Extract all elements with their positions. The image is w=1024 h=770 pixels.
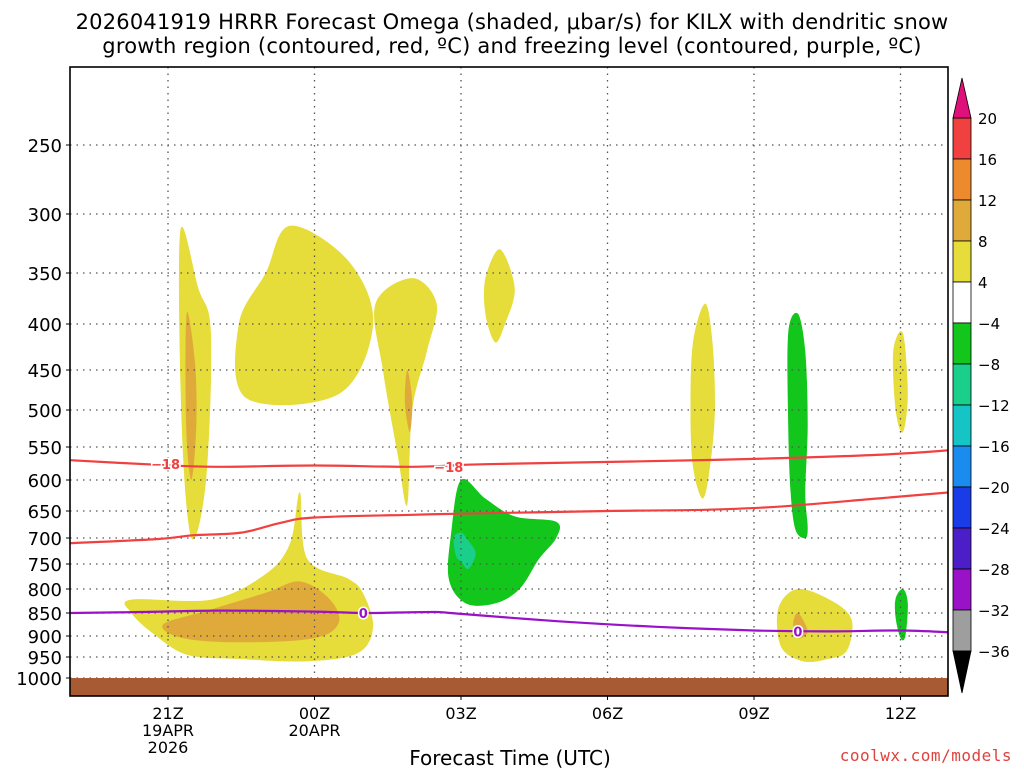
green-region-3 xyxy=(894,588,908,641)
yellow-blob-2 xyxy=(690,303,715,499)
orange-lower-1 xyxy=(162,581,340,643)
orange-core-1 xyxy=(185,311,197,480)
colorbar-bin-10 xyxy=(952,527,972,570)
yellow-lower-2 xyxy=(776,588,853,663)
x-tick-label-03Z-0: 03Z xyxy=(445,704,476,723)
x-tick-label-21Z-0: 21Z xyxy=(152,704,183,723)
colorbar-label-3: 8 xyxy=(978,233,988,251)
colorbar-label-5: −4 xyxy=(978,315,1000,333)
dgz-upper-line xyxy=(70,449,948,468)
colorbar-bin-5 xyxy=(952,322,972,365)
y-tick-label-250: 250 xyxy=(28,136,62,157)
dgz-upper-line-label-1: −18 xyxy=(434,461,463,476)
y-tick-label-600: 600 xyxy=(28,471,62,492)
colorbar-over-triangle xyxy=(952,77,972,119)
y-tick-label-750: 750 xyxy=(28,555,62,576)
y-tick-label-950: 950 xyxy=(28,648,62,669)
colorbar-bin-0 xyxy=(952,117,972,160)
y-tick-label-350: 350 xyxy=(28,264,62,285)
teal-core-1 xyxy=(453,532,476,570)
y-tick-label-550: 550 xyxy=(28,438,62,459)
y-tick-label-650: 650 xyxy=(28,502,62,523)
colorbar-label-1: 16 xyxy=(978,151,997,169)
x-tick-label-12Z-0: 12Z xyxy=(885,704,916,723)
colorbar-label-2: 12 xyxy=(978,192,997,210)
dgz-upper-line-label-0: −18 xyxy=(151,458,180,473)
green-region-2 xyxy=(787,312,808,539)
credit-link[interactable]: coolwx.com/models xyxy=(839,746,1012,765)
colorbar-label-7: −12 xyxy=(978,397,1010,415)
colorbar-bin-4 xyxy=(952,281,972,324)
colorbar-bin-11 xyxy=(952,568,972,611)
colorbar-bin-8 xyxy=(952,445,972,488)
x-tick-label-00Z-0: 00Z xyxy=(299,704,330,723)
freezing-level-line xyxy=(70,609,948,634)
colorbar-label-6: −8 xyxy=(978,356,1000,374)
x-tick-label-00Z-1: 20APR xyxy=(288,721,340,740)
colorbar-label-11: −28 xyxy=(978,561,1010,579)
y-tick-label-400: 400 xyxy=(28,315,62,336)
orange-core-2 xyxy=(404,370,413,433)
x-tick-label-09Z-0: 09Z xyxy=(738,704,769,723)
colorbar-bin-12 xyxy=(952,609,972,652)
freezing-level-line-label-1: 0 xyxy=(793,625,802,640)
chart-title-line1: 2026041919 HRRR Forecast Omega (shaded, … xyxy=(75,10,949,34)
x-tick-label-21Z-1: 19APR xyxy=(142,721,194,740)
y-tick-label-500: 500 xyxy=(28,401,62,422)
colorbar-label-10: −24 xyxy=(978,520,1010,538)
green-region-1 xyxy=(447,478,561,606)
colorbar-label-4: 4 xyxy=(978,274,988,292)
colorbar-bin-1 xyxy=(952,158,972,201)
colorbar-bin-7 xyxy=(952,404,972,447)
y-tick-label-450: 450 xyxy=(28,361,62,382)
colorbar-label-13: −36 xyxy=(978,643,1010,661)
y-tick-label-800: 800 xyxy=(28,580,62,601)
plot-frame xyxy=(69,66,949,697)
yellow-blob-3 xyxy=(892,331,908,433)
y-tick-label-1000: 1000 xyxy=(16,669,62,690)
y-tick-label-700: 700 xyxy=(28,529,62,550)
dgz-lower-line xyxy=(70,491,948,545)
colorbar-label-0: 20 xyxy=(978,110,997,128)
x-axis-label: Forecast Time (UTC) xyxy=(409,746,611,770)
colorbar-under-triangle xyxy=(952,650,972,694)
colorbar-bin-6 xyxy=(952,363,972,406)
colorbar-bin-2 xyxy=(952,199,972,242)
colorbar-label-9: −20 xyxy=(978,479,1010,497)
chart-title-line2: growth region (contoured, red, ºC) and f… xyxy=(102,34,922,58)
x-tick-label-06Z-0: 06Z xyxy=(592,704,623,723)
plot-area: −18 −18 0 0 xyxy=(70,67,948,696)
yellow-upper-1 xyxy=(234,225,374,406)
colorbar-bin-9 xyxy=(952,486,972,529)
colorbar-label-8: −16 xyxy=(978,438,1010,456)
y-tick-label-900: 900 xyxy=(28,627,62,648)
y-tick-label-850: 850 xyxy=(28,604,62,625)
colorbar-bin-3 xyxy=(952,240,972,283)
yellow-blob-1 xyxy=(483,249,515,343)
colorbar-label-12: −32 xyxy=(978,602,1010,620)
x-tick-label-21Z-2: 2026 xyxy=(148,738,189,757)
freezing-level-line-label-0: 0 xyxy=(359,607,368,622)
ground-surface xyxy=(70,678,948,696)
y-tick-label-300: 300 xyxy=(28,205,62,226)
